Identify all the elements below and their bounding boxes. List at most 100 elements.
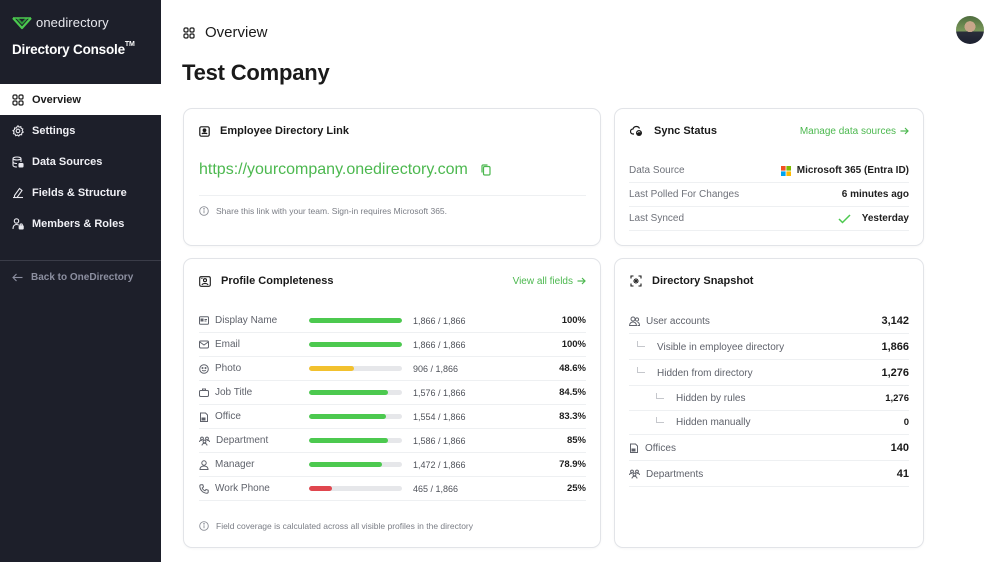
field-label: Email xyxy=(199,339,309,350)
progress-bar xyxy=(309,486,402,491)
coverage-note-text: Field coverage is calculated across all … xyxy=(216,521,474,531)
link-note-text: Share this link with your team. Sign-in … xyxy=(216,206,448,216)
sidebar-item-members-roles[interactable]: Members & Roles xyxy=(0,208,161,239)
microsoft-logo-icon xyxy=(780,165,791,176)
database-icon xyxy=(12,155,24,168)
snapshot-label: Visible in employee directory xyxy=(629,341,785,353)
grid-icon xyxy=(183,26,195,39)
sidebar-item-fields-structure[interactable]: Fields & Structure xyxy=(0,177,161,208)
snapshot-value: 1,276 xyxy=(885,393,909,404)
field-label: Job Title xyxy=(199,387,309,398)
tree-connector xyxy=(656,416,664,423)
progress-bar xyxy=(309,438,402,443)
brand: onedirectory Directory ConsoleTM xyxy=(0,0,161,84)
snapshot-label: User accounts xyxy=(629,316,710,327)
field-row-display-name: Display Name 1,866 / 1,866 100% xyxy=(199,309,586,333)
card-header: Employee Directory Link xyxy=(199,123,586,139)
snapshot-row-hidden: Hidden from directory 1,276 xyxy=(629,361,909,386)
snapshot-value: 41 xyxy=(896,468,909,480)
snapshot-row-visible: Visible in employee directory 1,866 xyxy=(629,335,909,360)
card-title: Profile Completeness xyxy=(199,275,333,287)
coverage-note: Field coverage is calculated across all … xyxy=(199,521,473,531)
team-icon xyxy=(199,436,210,446)
field-row-office: Office 1,554 / 1,866 83.3% xyxy=(199,405,586,429)
divider xyxy=(199,195,586,196)
field-percent: 78.9% xyxy=(559,459,586,470)
snapshot-label: Hidden manually xyxy=(629,416,751,428)
logo[interactable]: onedirectory xyxy=(12,15,149,30)
gear-icon xyxy=(12,124,24,137)
briefcase-icon xyxy=(199,388,209,397)
back-to-onedirectory-link[interactable]: Back to OneDirectory xyxy=(0,262,161,292)
row-label: Last Synced xyxy=(629,213,685,224)
snapshot-row-hidden-by-rules: Hidden by rules 1,276 xyxy=(629,387,909,411)
field-row-photo: Photo 906 / 1,866 48.6% xyxy=(199,357,586,381)
cloud-sync-icon xyxy=(630,125,642,136)
person-icon xyxy=(199,459,209,470)
building-icon xyxy=(200,412,208,422)
brand-name: onedirectory xyxy=(36,15,109,30)
grid-icon xyxy=(12,93,24,106)
smiley-icon xyxy=(199,363,209,374)
tree-connector xyxy=(637,367,645,373)
sidebar-item-label: Data Sources xyxy=(32,155,103,168)
field-label: Office xyxy=(199,411,309,422)
team-icon xyxy=(629,469,640,479)
arrow-right-icon xyxy=(577,277,586,285)
progress-bar xyxy=(309,342,402,347)
directory-url-link[interactable]: https://yourcompany.onedirectory.com xyxy=(199,161,468,178)
row-value: Yesterday xyxy=(838,213,909,224)
field-label: Department xyxy=(199,435,309,446)
sidebar-item-settings[interactable]: Settings xyxy=(0,115,161,146)
field-count: 1,472 / 1,866 xyxy=(413,459,466,470)
row-value: Microsoft 365 (Entra ID) xyxy=(780,165,909,176)
field-name: Display Name xyxy=(215,315,278,326)
field-name: Work Phone xyxy=(215,483,270,494)
progress-bar xyxy=(309,390,402,395)
last-synced-value: Yesterday xyxy=(861,213,909,224)
view-all-fields-link[interactable]: View all fields xyxy=(513,276,586,287)
field-name: Email xyxy=(215,339,241,350)
snapshot-row-departments: Departments 41 xyxy=(629,462,909,487)
field-label: Manager xyxy=(199,459,309,470)
field-percent: 25% xyxy=(566,483,586,494)
progress-fill xyxy=(309,390,388,395)
building-icon xyxy=(630,443,638,453)
progress-bar xyxy=(309,414,402,419)
scan-icon xyxy=(630,275,642,287)
row-value: 6 minutes ago xyxy=(841,189,909,200)
fields-icon xyxy=(13,187,23,198)
sidebar-item-data-sources[interactable]: Data Sources xyxy=(0,146,161,177)
row-label: Data Source xyxy=(629,165,685,176)
field-count: 1,866 / 1,866 xyxy=(413,315,466,326)
info-icon xyxy=(199,521,209,531)
field-percent: 83.3% xyxy=(559,411,586,422)
card-title-text: Employee Directory Link xyxy=(220,125,349,137)
directory-url: https://yourcompany.onedirectory.com xyxy=(199,161,491,179)
snapshot-label-text: Visible in employee directory xyxy=(657,341,785,353)
progress-bar xyxy=(309,318,402,323)
id-card-icon xyxy=(199,316,209,325)
profile-completeness-card: Profile Completeness View all fields Dis… xyxy=(183,258,601,548)
checkmark-icon xyxy=(838,213,851,224)
field-name: Photo xyxy=(215,363,242,374)
sidebar-item-label: Settings xyxy=(32,124,76,137)
card-header: Directory Snapshot xyxy=(630,273,909,289)
card-header: Sync Status Manage data sources xyxy=(630,123,909,139)
progress-fill xyxy=(309,366,355,371)
sync-row-last-synced: Last Synced Yesterday xyxy=(629,207,909,231)
card-title: Directory Snapshot xyxy=(630,275,753,287)
copy-icon[interactable] xyxy=(481,164,491,176)
progress-fill xyxy=(309,486,333,491)
snapshot-label-text: Hidden from directory xyxy=(657,367,753,379)
field-name: Job Title xyxy=(215,387,253,398)
snapshot-row-user-accounts: User accounts 3,142 xyxy=(629,309,909,334)
arrow-right-icon xyxy=(900,127,909,135)
manage-data-sources-link[interactable]: Manage data sources xyxy=(800,126,909,137)
snapshot-label-text: User accounts xyxy=(646,315,710,327)
avatar[interactable] xyxy=(956,16,984,44)
field-label: Display Name xyxy=(199,315,309,326)
envelope-icon xyxy=(199,340,209,349)
snapshot-value: 1,866 xyxy=(881,341,909,353)
sidebar-item-overview[interactable]: Overview xyxy=(0,84,161,115)
